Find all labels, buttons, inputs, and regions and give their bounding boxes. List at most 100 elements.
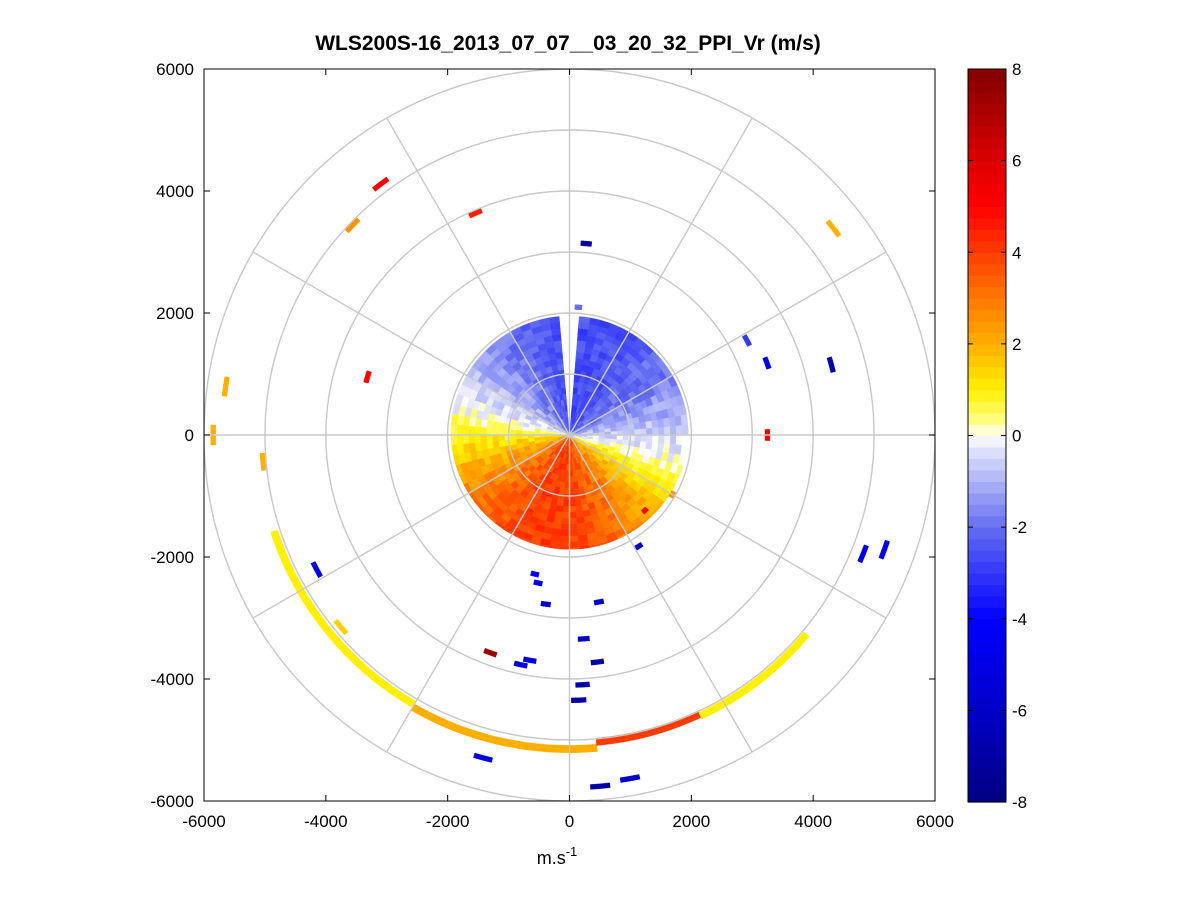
colorbar-band — [968, 653, 1006, 666]
velocity-cell — [456, 434, 464, 446]
colorbar-tick-label: -8 — [1012, 793, 1027, 812]
x-tick-label: -2000 — [426, 812, 469, 831]
y-tick-label: 0 — [185, 426, 194, 445]
colorbar-band — [968, 126, 1006, 139]
velocity-cell — [473, 434, 482, 445]
velocity-cell — [657, 425, 666, 436]
velocity-cell — [569, 517, 578, 525]
y-axis: 6000 4000 2000 0 -2000 -4000 -6000 — [151, 60, 935, 811]
y-tick-label: -2000 — [151, 548, 194, 567]
colorbar-band — [968, 206, 1006, 219]
velocity-cell — [640, 427, 648, 436]
velocity-cell — [560, 523, 571, 531]
velocity-cell — [450, 424, 458, 436]
velocity-cell — [569, 511, 578, 519]
x-tick-label: 0 — [565, 812, 574, 831]
velocity-cell — [559, 535, 571, 543]
velocity-cell — [548, 316, 560, 325]
scatter-return — [575, 681, 590, 688]
colorbar-band — [968, 114, 1006, 127]
colorbar-tick-label: 0 — [1012, 427, 1021, 446]
colorbar-band — [968, 790, 1006, 803]
colorbar-band — [968, 320, 1006, 334]
scatter-return — [826, 356, 836, 373]
scatter-return — [762, 356, 772, 370]
velocity-cell — [485, 427, 493, 436]
arc-return — [410, 703, 598, 754]
colorbar-band — [968, 481, 1006, 494]
scatter-return — [580, 240, 593, 247]
velocity-cell — [569, 529, 580, 537]
velocity-cell — [652, 426, 660, 436]
velocity-cell — [669, 434, 677, 445]
velocity-cell — [468, 434, 476, 445]
colorbar-band — [968, 343, 1006, 356]
colorbar-band — [968, 538, 1006, 551]
velocity-cell — [675, 424, 683, 436]
colorbar-band — [968, 595, 1006, 608]
scatter-return — [533, 579, 543, 587]
colorbar-band — [968, 69, 1006, 82]
velocity-cell — [675, 434, 683, 446]
x-tick-label: 4000 — [794, 812, 832, 831]
colorbar-band — [968, 275, 1006, 288]
colorbar-tick-label: 2 — [1012, 335, 1021, 354]
velocity-cell — [572, 387, 579, 395]
y-tick-label: 4000 — [156, 182, 194, 201]
velocity-cell — [479, 426, 487, 436]
x-tick-label: -6000 — [182, 812, 225, 831]
colorbar-band — [968, 263, 1006, 276]
velocity-cell — [485, 434, 493, 443]
dense-velocity-region — [450, 316, 689, 550]
polar-grid — [204, 69, 935, 801]
colorbar-band — [968, 240, 1006, 253]
polar-spoke — [568, 117, 753, 436]
colorbar-band — [968, 767, 1006, 780]
scatter-return — [878, 539, 890, 560]
colorbar-band — [968, 309, 1006, 322]
scatter-return — [333, 618, 349, 636]
scatter-return — [857, 544, 869, 564]
colorbar-band — [968, 332, 1006, 345]
colorbar-band — [968, 446, 1006, 460]
colorbar-band — [968, 572, 1006, 585]
scatter-return — [513, 660, 528, 669]
colorbar-band — [968, 458, 1006, 471]
polar-spoke — [568, 434, 753, 753]
colorbar-band — [968, 721, 1006, 734]
scatter-return — [640, 506, 650, 515]
colorbar-band — [968, 504, 1006, 517]
colorbar-band — [968, 756, 1006, 769]
colorbar-band — [968, 550, 1006, 563]
velocity-cell — [573, 381, 580, 389]
colorbar-band — [968, 584, 1006, 597]
y-tick-label: -6000 — [151, 792, 194, 811]
velocity-cell — [578, 316, 591, 324]
colorbar-band — [968, 469, 1006, 482]
scatter-return — [363, 370, 372, 384]
colorbar-band — [968, 401, 1006, 414]
velocity-cell — [473, 426, 481, 436]
scatter-return — [577, 635, 590, 642]
plot-content — [204, 69, 935, 801]
colorbar-band — [968, 492, 1006, 505]
colorbar-band — [968, 779, 1006, 792]
colorbar-band — [968, 515, 1006, 528]
scatter-return — [310, 561, 323, 579]
scatter-return — [593, 598, 605, 606]
colorbar-band — [968, 286, 1006, 299]
colorbar-band — [968, 194, 1006, 208]
colorbar-band — [968, 252, 1006, 265]
colorbar-band — [968, 172, 1006, 185]
velocity-cell — [569, 505, 577, 513]
colorbar-band — [968, 710, 1006, 723]
velocity-cell — [646, 434, 654, 443]
colorbar-tick-label: -6 — [1012, 701, 1027, 720]
velocity-cell — [652, 434, 660, 444]
colorbar-band — [968, 698, 1006, 711]
velocity-cell — [663, 425, 671, 436]
velocity-cell — [680, 413, 689, 426]
colorbar-band — [968, 424, 1006, 437]
velocity-cell — [681, 434, 689, 446]
